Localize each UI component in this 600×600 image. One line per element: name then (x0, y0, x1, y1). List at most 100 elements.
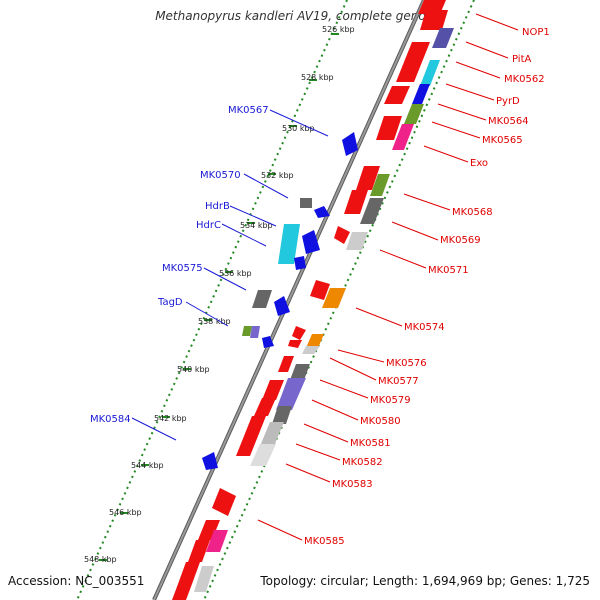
gene-feature[interactable] (302, 230, 320, 254)
gene-feature[interactable] (432, 28, 454, 48)
reverse-gene-labels: NOP1 PitA MK0562 PyrD MK0564 MK0565 Exo … (304, 27, 550, 547)
backbone (152, 0, 426, 600)
gene-feature[interactable] (250, 444, 276, 466)
gene-feature[interactable] (396, 62, 422, 82)
gene-feature[interactable] (172, 584, 192, 600)
forward-gene-labels: MK0567 MK0570 HdrB HdrC MK0575 TagD MK05… (90, 105, 269, 425)
tick-label: 532 kbp (261, 171, 294, 180)
gene-feature[interactable] (194, 566, 214, 592)
gene-label[interactable]: TagD (157, 297, 183, 308)
gene-label[interactable]: MK0580 (360, 416, 401, 427)
gene-feature[interactable] (412, 84, 430, 104)
reverse-label-leaders (257, 13, 519, 541)
gene-feature[interactable] (276, 378, 306, 410)
gene-feature[interactable] (356, 166, 380, 190)
gene-label[interactable]: MK0564 (488, 116, 529, 127)
gene-label[interactable]: MK0585 (304, 536, 345, 547)
tick-label: 526 kbp (322, 25, 355, 34)
gene-feature[interactable] (278, 224, 300, 264)
gene-label[interactable]: NOP1 (522, 27, 550, 38)
gene-label[interactable]: MK0562 (504, 74, 545, 85)
gene-feature[interactable] (344, 190, 368, 214)
gene-feature[interactable] (342, 132, 358, 156)
gene-label[interactable]: MK0583 (332, 479, 373, 490)
map-title: Methanopyrus kandleri AV19, complete gen… (155, 9, 445, 23)
gene-label[interactable]: MK0579 (370, 395, 411, 406)
gene-feature[interactable] (242, 326, 252, 336)
gene-feature[interactable] (404, 42, 430, 62)
gene-feature[interactable] (212, 488, 236, 516)
gene-feature[interactable] (306, 334, 324, 348)
gene-feature[interactable] (262, 336, 274, 348)
gene-feature[interactable] (272, 406, 292, 424)
topology-text: Topology: circular; Length: 1,694,969 bp… (260, 574, 590, 588)
gene-feature[interactable] (360, 198, 384, 224)
tick-label: 542 kbp (154, 414, 187, 423)
gene-label[interactable]: MK0565 (482, 135, 523, 146)
gene-label[interactable]: HdrB (205, 201, 230, 212)
tick-label: 538 kbp (198, 317, 231, 326)
gene-feature[interactable] (420, 60, 440, 86)
gene-feature[interactable] (278, 356, 294, 372)
outer-dotted-track (76, 0, 348, 600)
gene-feature[interactable] (290, 364, 310, 380)
gene-feature[interactable] (188, 540, 210, 562)
inner-dotted-track (203, 0, 475, 600)
gene-feature[interactable] (376, 116, 402, 140)
gene-label[interactable]: MK0574 (404, 322, 445, 333)
gene-feature[interactable] (198, 520, 220, 540)
gene-feature[interactable] (288, 340, 302, 348)
gene-label[interactable]: MK0582 (342, 457, 383, 468)
gene-feature[interactable] (206, 530, 228, 552)
tick-label: 534 kbp (240, 221, 273, 230)
gene-feature[interactable] (252, 290, 272, 308)
gene-label[interactable]: MK0576 (386, 358, 427, 369)
tick-label: 540 kbp (177, 365, 210, 374)
gene-label[interactable]: MK0581 (350, 438, 391, 449)
gene-feature[interactable] (178, 562, 200, 584)
gene-feature[interactable] (310, 280, 330, 300)
forward-label-leaders (131, 109, 329, 441)
gene-label[interactable]: MK0569 (440, 235, 481, 246)
gene-label[interactable]: MK0577 (378, 376, 419, 387)
gene-label[interactable]: Exo (470, 158, 488, 169)
gene-feature[interactable] (262, 380, 284, 400)
tick-label: 546 kbp (109, 508, 142, 517)
gene-feature[interactable] (236, 436, 258, 456)
gene-label[interactable]: PyrD (496, 96, 520, 107)
gene-feature[interactable] (322, 288, 346, 308)
tick-label: 548 kbp (84, 555, 117, 564)
gene-feature[interactable] (370, 174, 390, 196)
gene-feature[interactable] (420, 10, 448, 30)
gene-feature[interactable] (292, 326, 306, 340)
gene-feature[interactable] (254, 398, 276, 416)
gene-feature[interactable] (202, 452, 218, 470)
gene-feature[interactable] (392, 124, 414, 150)
gene-feature[interactable] (384, 86, 410, 104)
gene-label[interactable]: MK0575 (162, 263, 203, 274)
accession-text: Accession: NC_003551 (8, 574, 145, 588)
gene-label[interactable]: MK0570 (200, 170, 241, 181)
gene-label[interactable]: HdrC (196, 220, 221, 231)
gene-feature[interactable] (274, 296, 290, 316)
gene-label[interactable]: MK0584 (90, 414, 131, 425)
gene-feature[interactable] (404, 104, 424, 124)
tick-marks (99, 33, 339, 561)
gene-label[interactable]: MK0568 (452, 207, 493, 218)
gene-feature[interactable] (314, 206, 330, 218)
gene-feature[interactable] (250, 326, 260, 338)
tick-label: 544 kbp (131, 461, 164, 470)
gene-feature[interactable] (346, 232, 368, 250)
gene-label[interactable]: MK0567 (228, 105, 269, 116)
gene-label[interactable]: PitA (512, 54, 532, 65)
gene-feature[interactable] (294, 256, 306, 270)
gene-feature[interactable] (260, 422, 284, 446)
gene-label[interactable]: MK0571 (428, 265, 469, 276)
gene-feature[interactable] (302, 346, 320, 354)
gene-feature[interactable] (300, 198, 312, 208)
gene-feature[interactable] (244, 416, 266, 436)
gene-feature[interactable] (334, 226, 350, 244)
tick-label: 528 kbp (301, 73, 334, 82)
